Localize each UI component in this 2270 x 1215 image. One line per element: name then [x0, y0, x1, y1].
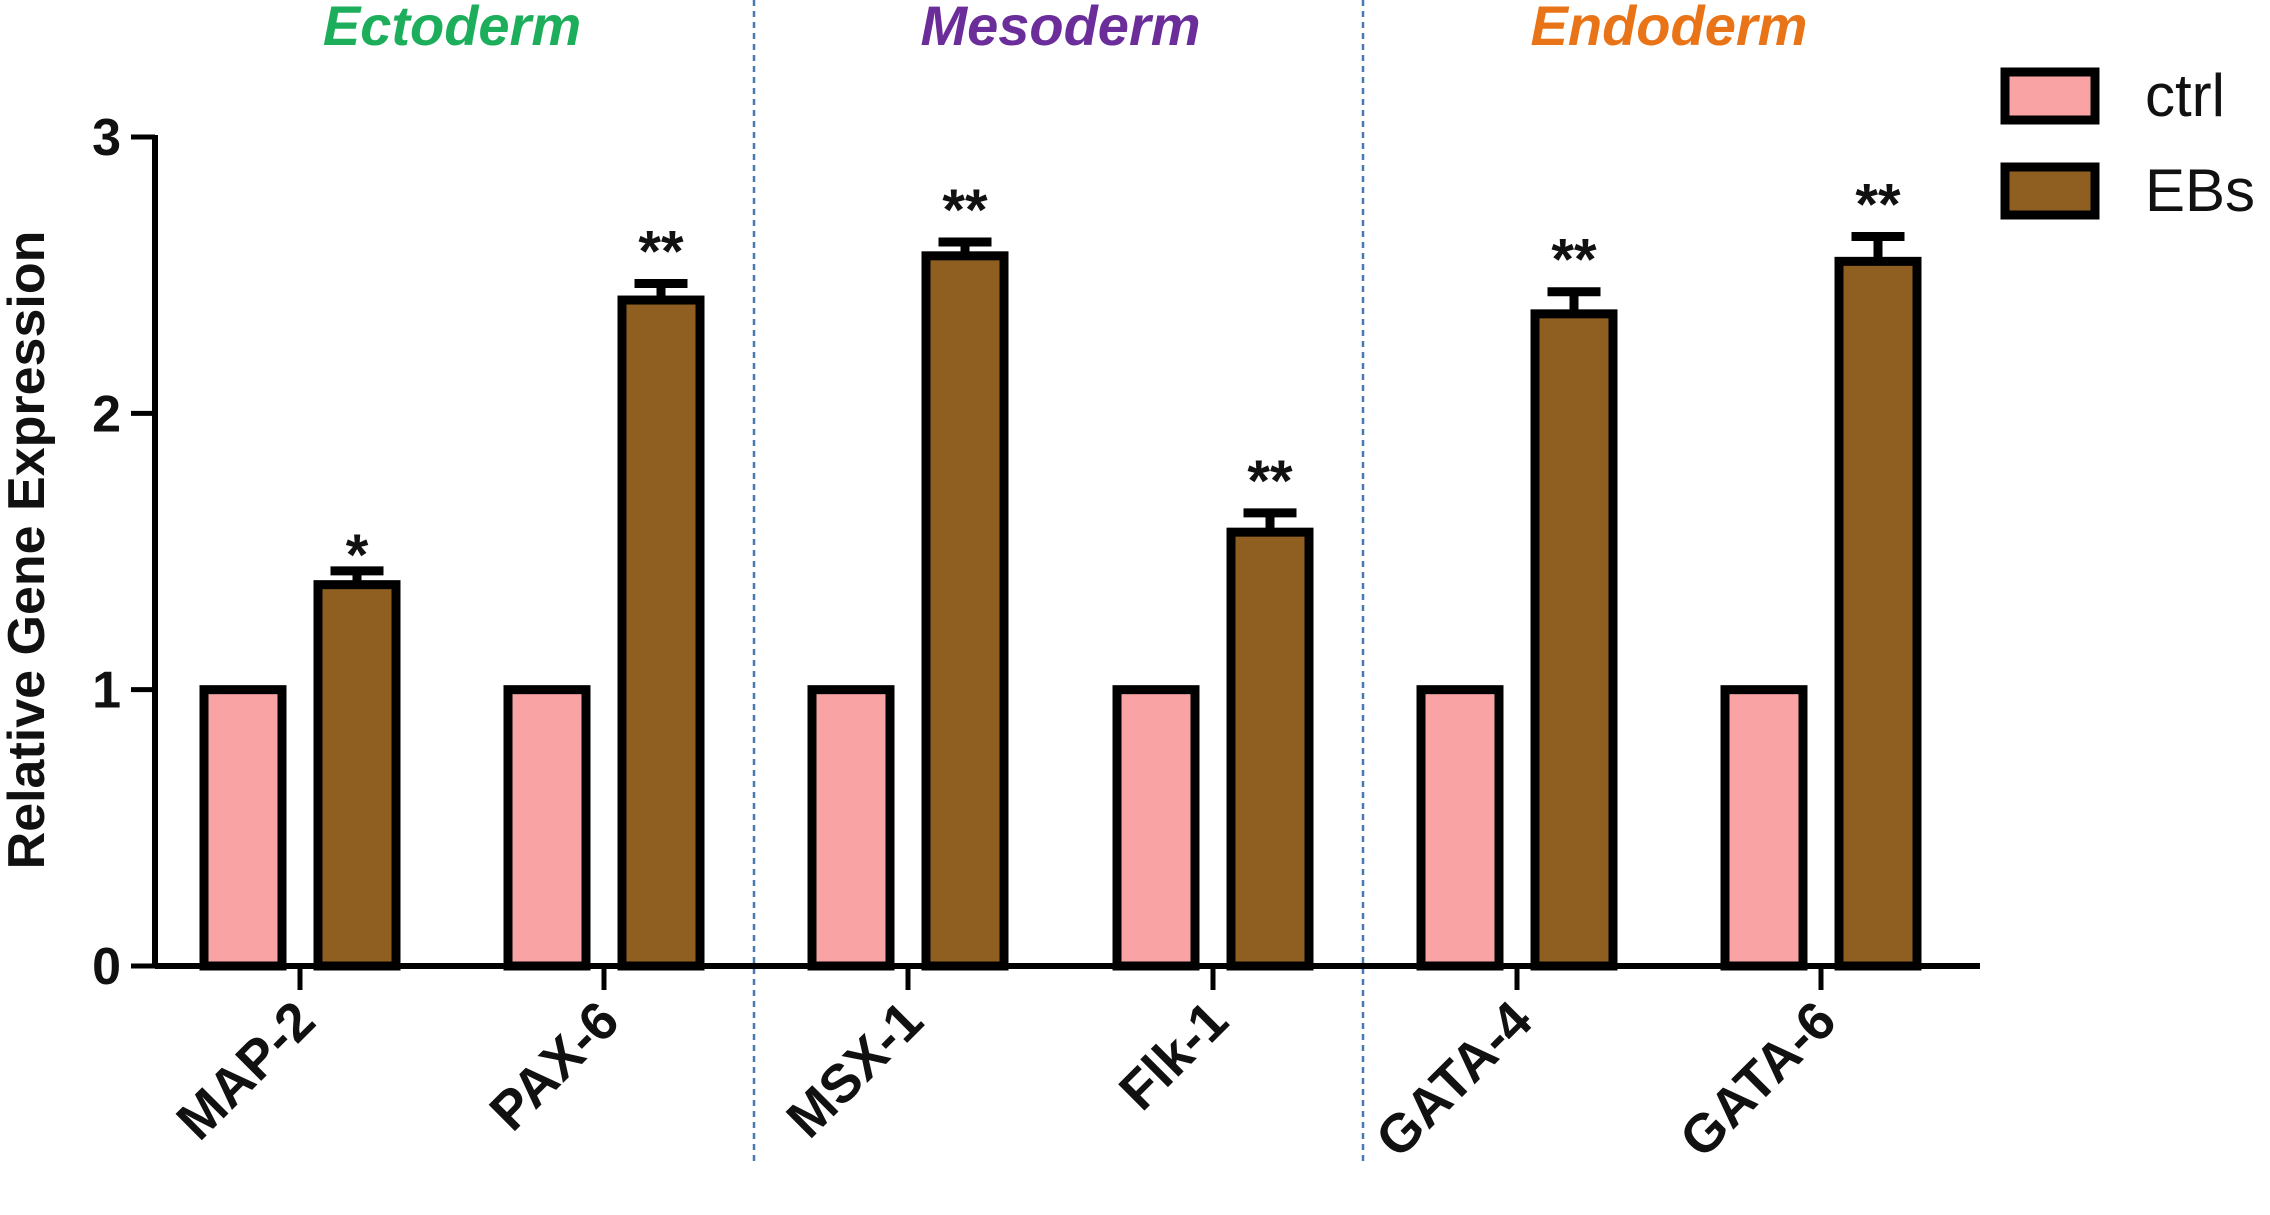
x-label-flk-1: Flk-1: [1108, 990, 1240, 1122]
bar-ebs-gata-6: [1834, 256, 1922, 971]
y-tick-label-3: 3: [92, 109, 121, 167]
y-axis-label: Relative Gene Expression: [0, 231, 56, 870]
error-bars: [330, 231, 1905, 585]
y-tick-label-0: 0: [92, 938, 121, 996]
bar-ctrl-pax-6: [503, 685, 591, 971]
legend-label-ebs: EBs: [2145, 157, 2255, 224]
y-tick-label-2: 2: [92, 385, 121, 443]
bar-ebs-msx-1: [921, 251, 1009, 971]
group-label-ectoderm: Ectoderm: [323, 0, 581, 57]
bar-ebs-gata-4: [1530, 309, 1618, 971]
x-tick-labels: MAP-2 PAX-6 MSX-1 Flk-1 GATA-4 GATA-6: [165, 990, 1847, 1169]
x-label-gata-6: GATA-6: [1669, 990, 1848, 1169]
axes: 0 1 2 3: [92, 109, 1980, 996]
legend-label-ctrl: ctrl: [2145, 62, 2225, 129]
x-label-msx-1: MSX-1: [775, 990, 934, 1149]
significance-gata-4: **: [1551, 228, 1597, 293]
significance-pax-6: **: [638, 219, 684, 284]
bar-ebs-pax-6: [617, 295, 705, 971]
group-separators: [752, 0, 1365, 1165]
bar-ctrl-gata-4: [1416, 685, 1504, 971]
x-label-pax-6: PAX-6: [478, 990, 630, 1142]
group-label-mesoderm: Mesoderm: [920, 0, 1200, 57]
bar-ctrl-flk-1: [1112, 685, 1200, 971]
significance-gata-6: **: [1855, 172, 1901, 237]
legend: ctrl EBs: [2000, 62, 2255, 224]
significance-msx-1: **: [942, 178, 988, 243]
bars: [199, 251, 1922, 971]
significance-map-2: *: [346, 523, 369, 588]
x-label-map-2: MAP-2: [165, 990, 326, 1151]
bar-ebs-map-2: [313, 580, 401, 971]
y-tick-label-1: 1: [92, 662, 121, 720]
group-label-endoderm: Endoderm: [1531, 0, 1808, 57]
bar-ctrl-gata-6: [1720, 685, 1808, 971]
group-labels: Ectoderm Mesoderm Endoderm: [323, 0, 1808, 57]
legend-swatch-ebs: [2000, 162, 2100, 220]
bar-ctrl-map-2: [199, 685, 287, 971]
significance-flk-1: **: [1247, 449, 1293, 514]
legend-swatch-ctrl: [2000, 67, 2100, 125]
bar-ctrl-msx-1: [807, 685, 895, 971]
significance-marks: ***********: [346, 172, 1901, 587]
bar-ebs-flk-1: [1226, 527, 1314, 971]
x-label-gata-4: GATA-4: [1365, 990, 1544, 1169]
